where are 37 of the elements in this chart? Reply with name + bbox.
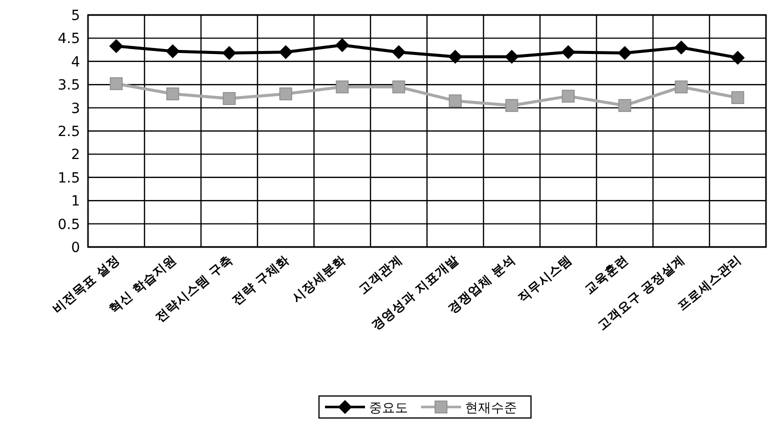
legend-label: 중요도	[369, 401, 408, 416]
y-tick-label: 2.5	[58, 124, 80, 140]
point	[448, 94, 462, 108]
point	[504, 50, 519, 64]
point	[336, 80, 349, 94]
point	[110, 77, 123, 90]
point	[335, 38, 350, 52]
y-tick-label: 4.5	[58, 31, 80, 48]
point	[222, 92, 236, 105]
point	[618, 99, 632, 112]
point	[731, 91, 744, 104]
y-tick-label: 0	[71, 240, 80, 256]
point	[166, 87, 180, 100]
point	[448, 50, 462, 64]
y-tick-label: 1.5	[58, 170, 80, 186]
point	[505, 99, 518, 112]
point	[392, 45, 406, 60]
point	[730, 50, 745, 65]
legend-label: 현재수준	[465, 401, 517, 416]
point	[618, 46, 632, 60]
y-tick-label: 3	[71, 100, 80, 117]
point	[222, 46, 236, 60]
point	[674, 80, 688, 94]
y-tick-label: 5	[71, 8, 80, 24]
point	[561, 45, 576, 60]
y-tick-label: 0.5	[58, 216, 80, 233]
y-tick-label: 2	[71, 147, 80, 164]
point	[562, 90, 575, 103]
y-tick-label: 1	[71, 194, 80, 210]
y-tick-label: 4	[71, 54, 80, 70]
point	[392, 80, 406, 94]
point	[279, 87, 292, 100]
y-tick-label: 3.5	[58, 78, 80, 94]
point	[166, 44, 180, 58]
point	[278, 45, 293, 60]
point	[109, 39, 124, 54]
point	[674, 40, 688, 54]
